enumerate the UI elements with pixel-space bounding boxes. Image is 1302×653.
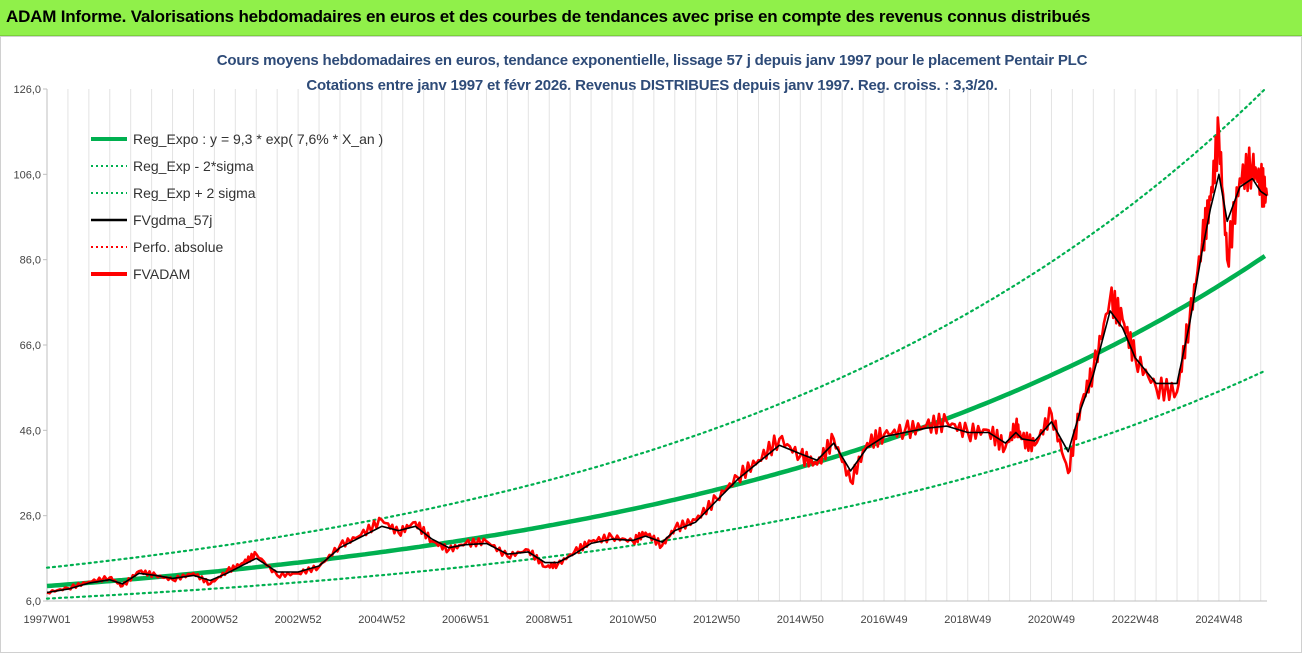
legend-label: FVgdma_57j: [133, 212, 212, 228]
x-tick-label: 2014W50: [777, 614, 824, 626]
x-tick-label: 2002W52: [275, 614, 322, 626]
x-tick-label: 1998W53: [107, 614, 154, 626]
report-header-banner: ADAM Informe. Valorisations hebdomadaire…: [0, 0, 1302, 36]
series-reg-exp-plus-2sigma: [45, 88, 1266, 569]
y-tick-label: 126,0: [13, 84, 41, 96]
chart-area: Cours moyens hebdomadaires en euros, ten…: [0, 36, 1302, 653]
series-fvadam: [46, 116, 1269, 595]
x-tick-label: 1997W01: [23, 614, 70, 626]
y-tick-label: 26,0: [20, 511, 41, 523]
x-tick-label: 2006W51: [442, 614, 489, 626]
x-tick-label: 2018W49: [944, 614, 991, 626]
legend-label: FVADAM: [133, 266, 190, 282]
x-tick-label: 2016W49: [861, 614, 908, 626]
x-tick-label: 2022W48: [1112, 614, 1159, 626]
y-tick-label: 46,0: [20, 425, 41, 437]
x-tick-label: 2008W51: [526, 614, 573, 626]
legend-label: Reg_Expo : y = 9,3 * exp( 7,6% * X_an ): [133, 131, 383, 147]
x-tick-label: 2020W49: [1028, 614, 1075, 626]
x-tick-label: 2012W50: [693, 614, 740, 626]
y-tick-label: 86,0: [20, 255, 41, 267]
x-tick-label: 2000W52: [191, 614, 238, 626]
chart-subtitle: Cotations entre janv 1997 et févr 2026. …: [306, 77, 998, 94]
chart-title: Cours moyens hebdomadaires en euros, ten…: [216, 52, 1088, 69]
x-tick-label: 2004W52: [358, 614, 405, 626]
y-tick-label: 106,0: [13, 169, 41, 181]
legend-label: Perfo. absolue: [133, 239, 223, 255]
plot-area: 6,0 26,0 46,0 66,0 86,0 106,0 126,0 1997W01 1998…: [13, 84, 1269, 626]
x-tick-label: 2010W50: [609, 614, 656, 626]
series-reg-expo: [46, 254, 1267, 589]
x-tick-label: 2024W48: [1195, 614, 1242, 626]
legend-label: Reg_Exp - 2*sigma: [133, 158, 254, 174]
series-fvgdma-57j: [46, 173, 1268, 594]
y-tick-label: 66,0: [20, 340, 41, 352]
report-title: ADAM Informe. Valorisations hebdomadaire…: [6, 7, 1091, 26]
y-tick-label: 6,0: [26, 596, 41, 608]
legend-label: Reg_Exp + 2 sigma: [133, 185, 256, 201]
